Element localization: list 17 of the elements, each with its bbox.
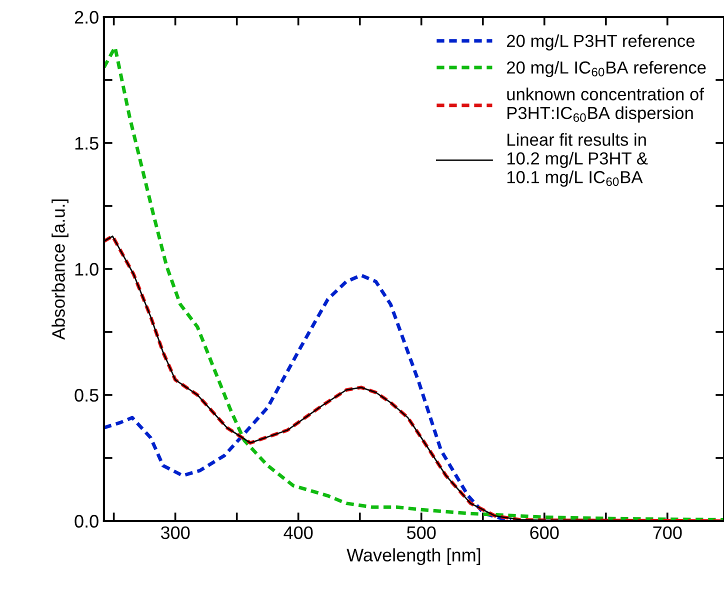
line-series xyxy=(104,274,513,521)
x-tick-label: 700 xyxy=(653,526,682,540)
x-tick-label: 400 xyxy=(284,526,313,540)
legend-label: Linear fit results in 10.2 mg/L P3HT & 10.1 mg/L IC$_{60}$BA xyxy=(507,133,648,187)
legend-label: 20 mg/L IC$_{60}$BA reference xyxy=(506,60,706,78)
x-tick-label: 500 xyxy=(407,526,436,540)
legend-label: 20 mg/L P3HT reference xyxy=(506,34,694,51)
x-tick-label: 300 xyxy=(160,526,190,540)
y-tick-label: 1.5 xyxy=(75,137,98,150)
y-tick-label: 0.5 xyxy=(74,388,98,402)
y-axis-title: Absorbance [a.u.] xyxy=(52,200,68,340)
x-axis-title: Wavelength [nm] xyxy=(346,548,480,566)
y-tick-label: 2.0 xyxy=(74,10,98,24)
y-tick-label: 0.0 xyxy=(74,514,98,528)
x-tick-label: 600 xyxy=(530,526,559,540)
legend-label: unknown concentration of P3HT:IC$_{60}$BA dispersion xyxy=(507,88,704,123)
y-tick-label: 1.0 xyxy=(75,262,98,276)
